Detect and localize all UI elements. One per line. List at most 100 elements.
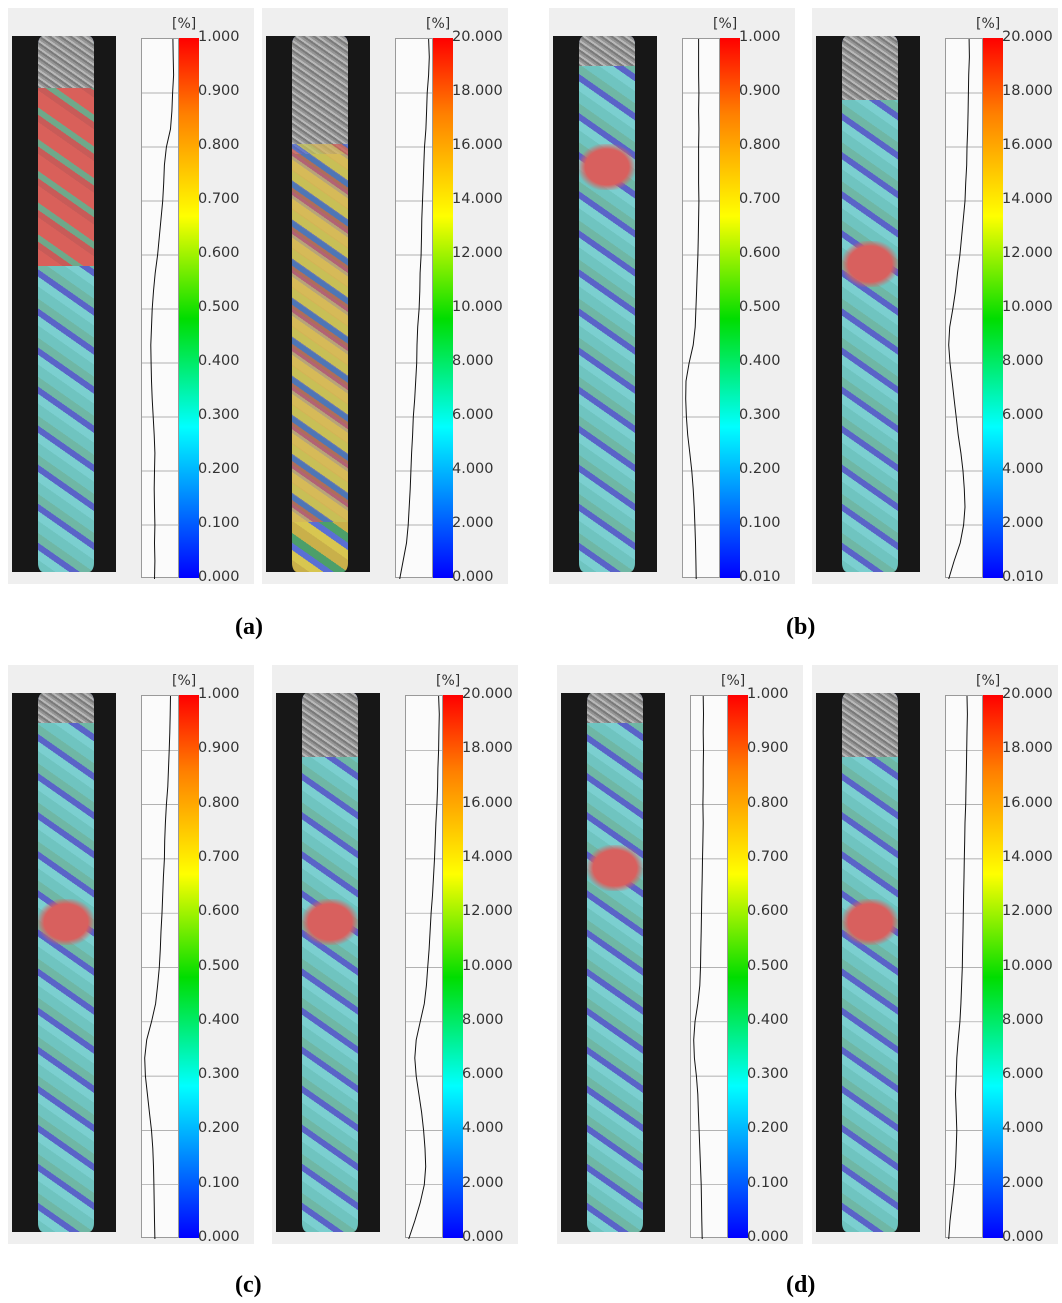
profile-plot [945,38,984,579]
strain-profile-chart [142,696,180,1239]
colorbar-tick-label: 0.900 [198,83,240,99]
clamp-region [579,36,635,66]
colorbar-tick-label: 0.700 [198,191,240,207]
colorbar-tick-label: 10.000 [1002,299,1053,315]
colorbar-tick-label: 2.000 [452,515,494,531]
subfigure-caption: (b) [786,614,816,640]
unit-label: [%] [172,673,197,689]
unit-label: [%] [713,16,738,32]
strain-profile-chart [406,696,444,1239]
strain-hotspot [38,88,94,267]
clamp-region [302,693,358,757]
profile-plot [682,38,721,579]
strain-profile-chart [142,39,180,579]
colorbar-tick-label: 0.300 [747,1066,789,1083]
clamp-region [842,36,898,100]
colorbar-tick-label: 0.100 [198,1174,240,1191]
colorbar-tick-label: 0.600 [198,903,240,920]
colorbar [720,38,740,578]
dic-strain-panel: [%] 1.000 0.900 0.800 0.700 0.600 0.500 0.400 0.… [8,665,254,1245]
strain-profile-chart [946,39,984,579]
unit-label: [%] [976,673,1001,689]
specimen-image [276,693,380,1232]
rebar-strain-field [842,36,898,572]
colorbar-tick-label: 0.300 [198,1066,240,1083]
subfigure-caption: (d) [786,1272,816,1298]
colorbar-tick-label: 0.700 [747,848,789,865]
colorbar-tick-label: 0.010 [739,569,781,585]
colorbar-tick-label: 0.500 [747,957,789,974]
colorbar-tick-label: 0.400 [739,353,781,369]
colorbar [728,695,748,1238]
clamp-region [38,693,94,723]
colorbar-tick-label: 0.100 [198,515,240,531]
profile-line [685,39,700,579]
colorbar-tick-label: 18.000 [1002,83,1053,99]
colorbar [179,38,199,578]
colorbar-tick-label: 0.000 [198,1229,240,1245]
colorbar-tick-label: 0.000 [462,1229,504,1245]
profile-plot [141,695,180,1239]
strain-hotspot [292,144,348,522]
colorbar-tick-label: 10.000 [462,957,513,974]
strain-profile-chart [396,39,434,579]
colorbar [983,38,1003,578]
colorbar-tick-label: 0.100 [739,515,781,531]
colorbar-tick-label: 6.000 [1002,407,1044,423]
unit-label: [%] [436,673,461,689]
colorbar [443,695,463,1238]
profile-plot [690,695,729,1239]
colorbar-tick-label: 14.000 [462,848,513,865]
colorbar-tick-label: 4.000 [462,1120,504,1137]
strain-hotspot [302,899,358,946]
dic-strain-panel: [%] 1.000 0.900 0.800 0.700 0.600 0.500 0.400 0.… [8,8,254,585]
colorbar-tick-label: 1.000 [747,686,789,702]
colorbar-tick-label: 0.000 [1002,1229,1044,1245]
clamp-region [292,36,348,154]
colorbar-tick-label: 0.200 [747,1120,789,1137]
colorbar-tick-label: 0.000 [747,1229,789,1245]
colorbar [179,695,199,1238]
specimen-image [266,36,370,572]
profile-line [399,39,430,579]
colorbar-tick-label: 0.400 [198,1011,240,1028]
colorbar-tick-label: 8.000 [462,1011,504,1028]
colorbar-tick-label: 0.700 [739,191,781,207]
colorbar-tick-label: 0.800 [739,137,781,153]
colorbar-tick-label: 0.300 [198,407,240,423]
colorbar-tick-label: 0.010 [1002,569,1044,585]
colorbar-tick-label: 18.000 [1002,740,1053,757]
colorbar-tick-label: 0.200 [198,461,240,477]
profile-line [150,39,175,579]
unit-label: [%] [172,16,197,32]
profile-line [693,696,705,1239]
colorbar-tick-label: 14.000 [452,191,503,207]
rebar-strain-field [842,693,898,1232]
colorbar-tick-label: 0.900 [739,83,781,99]
dic-strain-panel: [%] 20.000 18.000 16.000 14.000 12.000 10.000 8… [262,8,508,585]
colorbar-tick-label: 1.000 [198,686,240,702]
colorbar-tick-label: 4.000 [1002,1120,1044,1137]
rebar-strain-field [579,36,635,572]
colorbar-tick-label: 0.500 [739,299,781,315]
colorbar-tick-label: 14.000 [1002,191,1053,207]
strain-hotspot [587,845,643,892]
colorbar-tick-label: 1.000 [739,29,781,45]
specimen-image [816,693,920,1232]
colorbar-tick-label: 6.000 [462,1066,504,1083]
dic-strain-panel: [%] 1.000 0.900 0.800 0.700 0.600 0.500 0.400 0.… [549,8,795,585]
colorbar-tick-label: 0.900 [747,740,789,757]
profile-plot [395,38,434,579]
dic-strain-panel: [%] 20.000 18.000 16.000 14.000 12.000 10.000 8… [812,8,1058,585]
colorbar-tick-label: 10.000 [1002,957,1053,974]
colorbar-tick-label: 1.000 [198,29,240,45]
colorbar [433,38,453,578]
specimen-image [12,36,116,572]
clamp-region [587,693,643,723]
strain-hotspot [842,899,898,946]
colorbar-tick-label: 8.000 [452,353,494,369]
strain-profile-chart [946,696,984,1239]
profile-line [948,696,968,1239]
colorbar-tick-label: 20.000 [462,686,513,702]
colorbar-tick-label: 0.200 [739,461,781,477]
